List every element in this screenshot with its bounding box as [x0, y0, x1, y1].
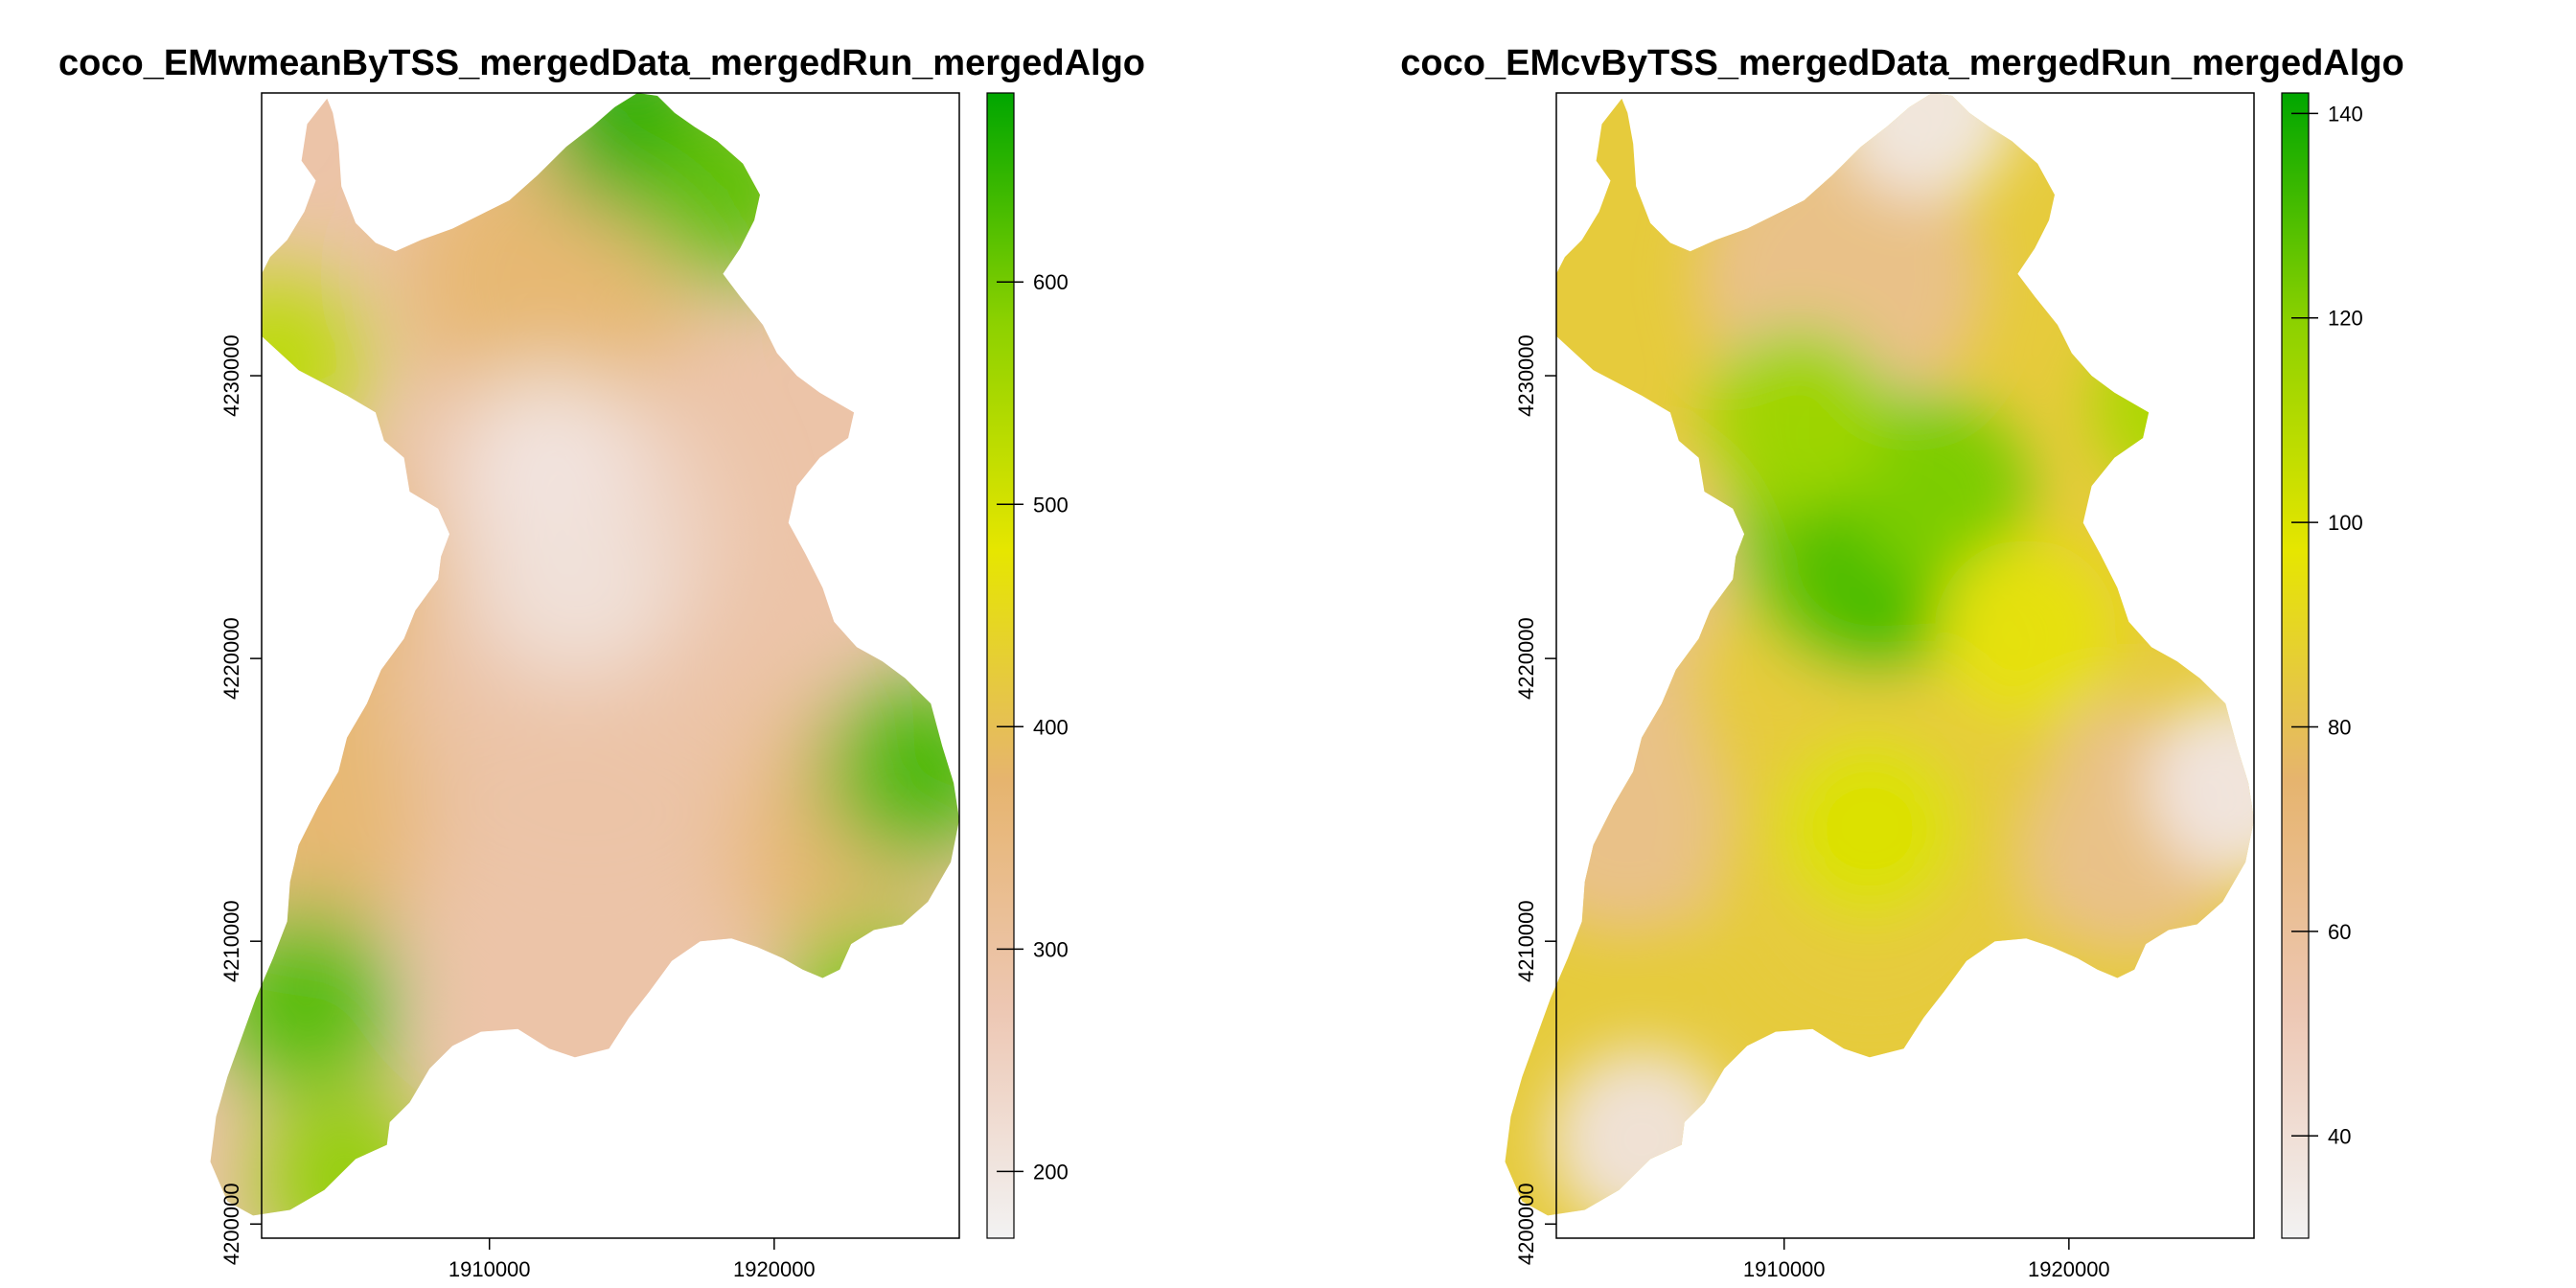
raster-hotspot [1551, 1047, 1734, 1216]
y-axis-tick-label: 4210000 [219, 900, 243, 982]
legend-tick-label: 500 [1033, 493, 1069, 517]
y-axis-tick-label: 4230000 [219, 334, 243, 417]
raster-hotspot [2091, 312, 2254, 495]
raster-hotspot [1778, 737, 1961, 920]
raster-hotspot [1835, 93, 2018, 198]
raster-hotspot [640, 101, 823, 284]
y-axis-tick-label: 4220000 [1514, 617, 1538, 700]
legend-tick-label: 120 [2328, 307, 2363, 331]
x-axis-tick-label: 1920000 [733, 1257, 816, 1281]
y-axis-tick-label: 4200000 [219, 1183, 243, 1265]
y-axis-tick-label: 4220000 [219, 617, 243, 700]
plot-frame-2 [1555, 92, 2255, 1239]
raster-band [411, 722, 738, 1048]
legend-tick-label: 100 [2328, 511, 2363, 535]
plot-frame-1 [261, 92, 960, 1239]
legend-tick-label: 80 [2328, 716, 2351, 740]
raster-hotspot [1707, 327, 1890, 510]
raster-hotspot [1935, 539, 2118, 722]
legend-tick-label: 400 [1033, 715, 1069, 739]
raster-hotspot [2149, 694, 2254, 877]
x-axis-tick-label: 1910000 [448, 1257, 531, 1281]
legend-tick-label: 300 [1033, 937, 1069, 961]
raster-hotspot [825, 680, 959, 863]
raster-hotspot [483, 496, 666, 679]
legend-bar-2 [2281, 92, 2310, 1239]
legend-tick-label: 200 [1033, 1160, 1069, 1184]
color-legend-1: 200 300 400 500 600 [986, 92, 1069, 1239]
x-axis-tick-label: 1910000 [1743, 1257, 1826, 1281]
legend-tick-label: 40 [2328, 1124, 2351, 1148]
chart-title-1: coco_EMwmeanByTSS_mergedData_mergedRun_m… [58, 43, 1145, 83]
legend-bar-1 [986, 92, 1015, 1239]
raster-hotspot [782, 920, 959, 1103]
raster-hotspot [256, 1090, 439, 1216]
y-axis-tick-label: 4200000 [1514, 1183, 1538, 1265]
color-legend-2: 40 60 80 100 120 140 [2281, 92, 2363, 1239]
legend-tick-label: 140 [2328, 102, 2363, 126]
chart-title-2: coco_EMcvByTSS_mergedData_mergedRun_merg… [1400, 43, 2404, 83]
raster-hotspot [1850, 398, 2033, 581]
legend-tick-label: 600 [1033, 270, 1069, 294]
y-axis-tick-label: 4230000 [1514, 334, 1538, 417]
legend-tick-label: 60 [2328, 920, 2351, 944]
y-axis-tick-label: 4210000 [1514, 900, 1538, 982]
x-axis-tick-label: 1920000 [2028, 1257, 2110, 1281]
raster-hotspot [210, 270, 367, 453]
